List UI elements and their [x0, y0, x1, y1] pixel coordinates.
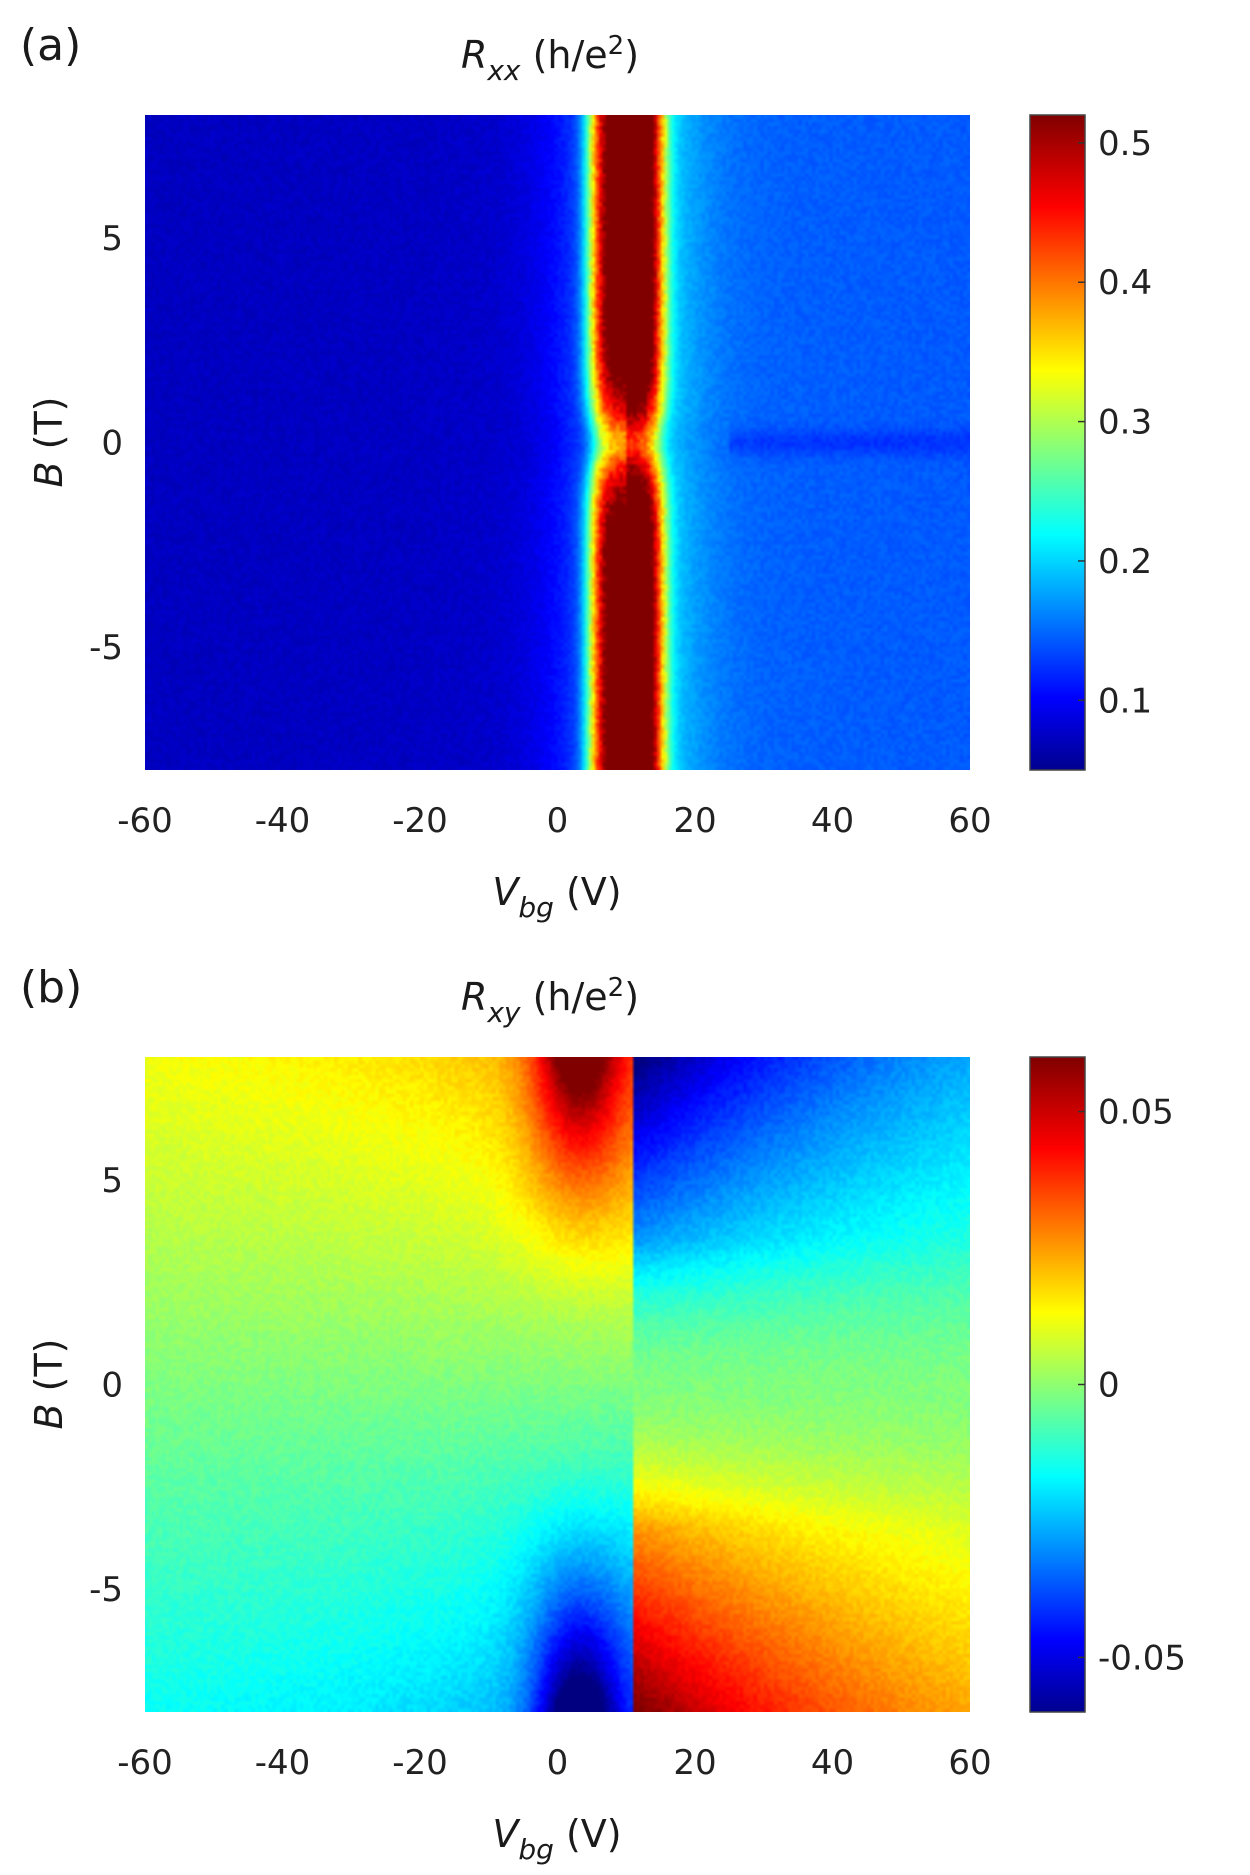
- colorbar-b: [1029, 1056, 1086, 1713]
- panel-label-a: (a): [20, 20, 81, 71]
- x-tick-label: -60: [117, 801, 173, 841]
- title-a: Rxx (h/e2): [461, 31, 639, 87]
- x-tick-label: -20: [392, 1743, 448, 1783]
- x-tick-label: 40: [811, 1743, 854, 1783]
- heatmap-image-a: [145, 115, 970, 770]
- x-tick-label: -40: [255, 1743, 311, 1783]
- title-unit: (h/e: [521, 975, 608, 1019]
- xlabel-unit: (V): [554, 1812, 622, 1856]
- xlabel-sub: bg: [518, 891, 554, 924]
- x-tick-label: 40: [811, 801, 854, 841]
- y-ticks-a: 5 0 -5: [89, 219, 123, 668]
- xlabel-sub: bg: [518, 1833, 554, 1866]
- colorbar-ticks-b: 0.05 0 -0.05: [1078, 1093, 1186, 1678]
- x-ticks-b: -60 -40 -20 0 20 40 60: [117, 1743, 991, 1783]
- title-sub: xy: [486, 996, 521, 1029]
- y-tick-label: -5: [89, 1570, 123, 1610]
- panel-a: (a) Rxx (h/e2) -60 -40 -20 0 20 40 60 5 0 -5 Vbg…: [20, 20, 1152, 924]
- x-axis-label-b: Vbg (V): [492, 1812, 621, 1866]
- x-tick-label: 0: [547, 801, 569, 841]
- colorbar-tick-label: 0.4: [1098, 263, 1152, 303]
- x-tick-label: 60: [948, 1743, 991, 1783]
- colorbar-tick-label: 0.1: [1098, 681, 1152, 721]
- heatmap-image-b: [145, 1057, 970, 1712]
- x-tick-label: 0: [547, 1743, 569, 1783]
- colorbar-tick-label: 0: [1098, 1366, 1120, 1406]
- colorbar-tick-label: 0.5: [1098, 124, 1152, 164]
- y-tick-label: 0: [101, 1366, 123, 1406]
- y-tick-label: 0: [101, 424, 123, 464]
- y-tick-label: 5: [101, 1161, 123, 1201]
- ylabel-unit: (T): [27, 396, 71, 461]
- title-symbol: R: [461, 975, 487, 1019]
- x-tick-label: 60: [948, 801, 991, 841]
- x-ticks-a: -60 -40 -20 0 20 40 60: [117, 801, 991, 841]
- xlabel-symbol: V: [492, 870, 521, 914]
- y-axis-label-b: B (T): [27, 1338, 71, 1429]
- title-sup: 2: [608, 973, 625, 1003]
- colorbar-tick-label: 0.2: [1098, 542, 1152, 582]
- x-axis-label-a: Vbg (V): [492, 870, 621, 924]
- colorbar-tick-label: 0.05: [1098, 1093, 1174, 1133]
- x-tick-label: 20: [673, 801, 716, 841]
- ylabel-symbol: B: [27, 1403, 71, 1429]
- colorbar-tick-label: -0.05: [1098, 1638, 1186, 1678]
- title-close: ): [624, 33, 639, 77]
- ylabel-symbol: B: [27, 461, 71, 487]
- title-b: Rxy (h/e2): [461, 973, 639, 1029]
- title-unit: (h/e: [521, 33, 608, 77]
- title-close: ): [624, 975, 639, 1019]
- y-ticks-b: 5 0 -5: [89, 1161, 123, 1610]
- xlabel-unit: (V): [554, 870, 622, 914]
- y-tick-label: -5: [89, 628, 123, 668]
- x-tick-label: -20: [392, 801, 448, 841]
- title-symbol: R: [461, 33, 487, 77]
- y-tick-label: 5: [101, 219, 123, 259]
- xlabel-symbol: V: [492, 1812, 521, 1856]
- x-tick-label: -60: [117, 1743, 173, 1783]
- title-sub: xx: [486, 54, 521, 87]
- colorbar-ticks-a: 0.5 0.4 0.3 0.2 0.1: [1078, 124, 1152, 721]
- x-tick-label: -40: [255, 801, 311, 841]
- colorbar-a: [1029, 114, 1086, 771]
- panel-label-b: (b): [20, 962, 82, 1013]
- y-axis-label-a: B (T): [27, 396, 71, 487]
- colorbar-tick-label: 0.3: [1098, 403, 1152, 443]
- x-tick-label: 20: [673, 1743, 716, 1783]
- panel-b: (b) Rxy (h/e2) -60 -40 -20 0 20 40 60 50-5 Vbg…: [20, 962, 1186, 1866]
- title-sup: 2: [608, 31, 625, 61]
- ylabel-unit: (T): [27, 1338, 71, 1403]
